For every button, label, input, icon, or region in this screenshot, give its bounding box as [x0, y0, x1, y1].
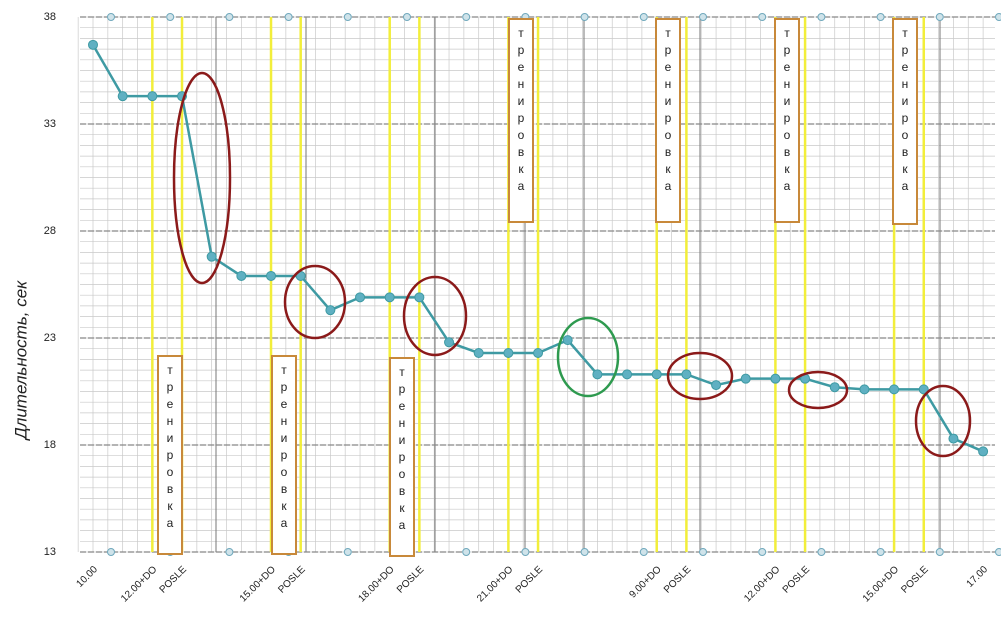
data-point — [503, 347, 514, 358]
highlight-ellipse — [556, 316, 620, 398]
edge-dot — [403, 13, 411, 21]
edge-dot — [521, 548, 530, 556]
x-tick-label: POSLE — [781, 564, 813, 596]
y-tick-label: 13 — [44, 546, 56, 558]
annotation: тренировка — [508, 18, 534, 223]
data-point — [266, 270, 277, 281]
data-point — [533, 347, 544, 358]
y-tick-label: 28 — [44, 225, 56, 237]
x-tick-label: 15.00+DO — [238, 564, 278, 604]
x-tick-label: POSLE — [899, 564, 931, 596]
edge-dot — [343, 548, 352, 556]
data-point — [978, 446, 989, 457]
data-point — [414, 292, 425, 303]
edge-dot — [343, 13, 352, 21]
data-point — [829, 382, 840, 393]
x-tick-label: POSLE — [395, 564, 427, 596]
data-point — [236, 270, 247, 281]
data-point — [444, 337, 455, 348]
x-tick-label: 18.00+DO — [356, 564, 396, 604]
edge-dot — [580, 13, 589, 21]
edge-dot — [639, 13, 648, 21]
data-point — [770, 373, 781, 384]
edge-dot — [935, 13, 944, 21]
x-tick-label: 9.00+DO — [627, 564, 663, 600]
y-tick-label: 38 — [44, 11, 56, 23]
edge-dot — [580, 548, 589, 556]
edge-dot — [817, 548, 826, 556]
edge-dot — [107, 13, 115, 21]
edge-dot — [699, 13, 707, 21]
y-tick-label: 23 — [44, 332, 56, 344]
x-tick-label: 12.00+DO — [119, 564, 159, 604]
highlight-ellipse — [172, 71, 232, 285]
x-tick-label: POSLE — [276, 564, 308, 596]
x-tick-label: 21.00+DO — [475, 564, 515, 604]
data-point — [88, 39, 98, 50]
data-point — [948, 433, 959, 444]
edge-dot — [995, 548, 1001, 556]
data-point — [384, 292, 395, 303]
data-point — [147, 91, 158, 102]
edge-dot — [699, 548, 707, 556]
data-point — [622, 369, 633, 380]
x-tick-label: POSLE — [514, 564, 546, 596]
highlight-ellipse — [666, 351, 734, 401]
data-point — [592, 369, 603, 380]
annotation: тренировка — [271, 355, 297, 555]
edge-dot — [817, 13, 826, 21]
x-tick-label: 10.00 — [75, 564, 101, 590]
edge-dot — [935, 548, 944, 556]
data-point — [562, 335, 573, 346]
annotation: тренировка — [389, 357, 415, 557]
edge-dot — [166, 13, 175, 21]
edge-dot — [876, 13, 885, 21]
y-tick-label: 18 — [44, 439, 56, 451]
edge-dot — [758, 13, 767, 21]
x-tick-label: POSLE — [158, 564, 190, 596]
edge-dot — [107, 548, 115, 556]
x-tick-label: POSLE — [662, 564, 694, 596]
data-point — [740, 373, 751, 384]
highlight-ellipse — [914, 384, 972, 458]
data-point — [355, 292, 366, 303]
y-axis-label: Длительность, сек — [11, 280, 30, 441]
edge-dot — [284, 13, 293, 21]
annotation: тренировка — [774, 18, 800, 223]
data-point — [889, 384, 900, 395]
data-point — [681, 369, 692, 380]
data-point — [117, 91, 128, 102]
data-point — [473, 347, 484, 358]
edge-dot — [876, 548, 885, 556]
annotation: тренировка — [655, 18, 681, 223]
data-point — [651, 369, 662, 380]
edge-dot — [225, 548, 234, 556]
x-tick-label: 17.00 — [965, 564, 991, 590]
edge-dot — [462, 548, 471, 556]
data-point — [206, 251, 217, 262]
highlight-ellipse — [787, 370, 849, 410]
highlight-ellipse — [402, 275, 468, 357]
data-point — [918, 384, 929, 395]
edge-dot — [462, 13, 471, 21]
edge-dot — [639, 548, 648, 556]
x-tick-label: 15.00+DO — [861, 564, 901, 604]
data-point — [711, 380, 722, 391]
edge-dot — [995, 13, 1001, 21]
data-point — [325, 305, 336, 316]
x-tick-label: 12.00+DO — [742, 564, 782, 604]
y-tick-label: 33 — [44, 118, 56, 130]
data-point — [859, 384, 870, 395]
annotation: тренировка — [157, 355, 183, 555]
highlight-ellipse — [283, 264, 347, 340]
annotation: тренировка — [892, 18, 918, 225]
edge-dot — [225, 13, 234, 21]
edge-dot — [758, 548, 767, 556]
